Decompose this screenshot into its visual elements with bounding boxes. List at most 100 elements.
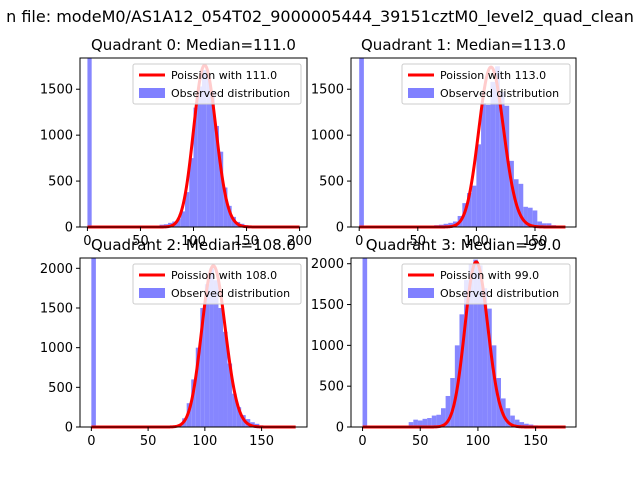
legend-box: [401, 63, 571, 105]
histogram-bar: [445, 395, 451, 427]
histogram-bar: [491, 345, 497, 427]
histogram-bar: [464, 280, 469, 427]
histogram-bar: [200, 307, 205, 427]
legend-label-observed: Observed distribution: [440, 87, 559, 100]
histogram-bar: [504, 105, 510, 227]
histogram-bar: [193, 107, 198, 227]
x-tick-label: 0: [83, 234, 91, 249]
histogram-bar: [477, 265, 483, 427]
histogram-bar: [443, 223, 449, 227]
axes-frame: [79, 257, 308, 428]
x-tick-label: 0: [355, 234, 363, 249]
histogram-bars: [87, 58, 279, 228]
x-tick-label: 50: [412, 434, 429, 449]
legend-box: [401, 263, 571, 305]
legend: Poission with 111.0 Observed distribution: [132, 63, 302, 105]
y-tick-label: 2000: [311, 257, 344, 272]
histogram-bar: [189, 158, 194, 227]
y-tick-label: 1000: [40, 129, 73, 144]
y-tick-label: 1000: [311, 339, 344, 354]
x-tick-label: 150: [523, 234, 548, 249]
histogram-bar: [176, 218, 181, 227]
histogram-bar: [408, 422, 414, 427]
histogram-bar: [471, 185, 477, 227]
x-tick-label: 100: [464, 234, 489, 249]
legend: Poission with 113.0 Observed distribution: [401, 63, 571, 105]
histogram-bar: [362, 258, 368, 427]
histogram-bar: [197, 86, 202, 227]
legend-label-poisson: Poission with 108.0: [171, 269, 277, 282]
legend-label-observed: Observed distribution: [440, 287, 559, 300]
histogram-bar: [487, 308, 492, 427]
histogram-bar: [505, 408, 511, 427]
histogram-bar: [213, 280, 219, 427]
histogram-bar: [509, 160, 514, 227]
legend-label-poisson: Poission with 113.0: [440, 69, 546, 82]
histogram-bar: [209, 268, 214, 427]
y-tick-label: 500: [48, 381, 73, 396]
legend: Poission with 108.0 Observed distribution: [132, 263, 302, 305]
histogram-bar: [499, 91, 505, 227]
histogram-bar: [532, 210, 538, 227]
y-tick-label: 0: [336, 221, 344, 236]
histogram-bar: [223, 331, 228, 427]
x-tick-label: 100: [466, 434, 491, 449]
histogram-bar: [195, 347, 201, 427]
subplot-title: Quadrant 3: Median=99.0: [366, 236, 561, 254]
x-tick-label: 150: [234, 234, 259, 249]
histogram-bar: [214, 125, 219, 227]
histogram-bar: [441, 408, 446, 427]
y-tick-label: 1500: [40, 83, 73, 98]
y-tick-label: 500: [319, 175, 344, 190]
histogram-bar: [227, 205, 232, 227]
histogram-bar: [468, 263, 474, 427]
histogram-bar: [227, 363, 233, 427]
histogram-bar: [427, 418, 432, 427]
histogram-bar: [467, 193, 472, 227]
y-tick-label: 500: [48, 175, 73, 190]
x-tick-label: 50: [140, 434, 157, 449]
legend-label-poisson: Poission with 111.0: [171, 69, 277, 82]
histogram-bar: [459, 314, 465, 427]
histogram-bar: [542, 223, 547, 227]
histogram-bar: [523, 206, 528, 227]
y-tick-label: 1500: [40, 301, 73, 316]
histogram-bar: [417, 420, 423, 427]
subplot-title: Quadrant 0: Median=111.0: [91, 36, 296, 54]
y-tick-label: 1000: [40, 341, 73, 356]
histogram-bar: [476, 144, 482, 227]
histogram-bar: [232, 393, 237, 427]
histogram-bar: [448, 222, 453, 227]
x-tick-label: 50: [410, 234, 427, 249]
axes-frame: [350, 57, 577, 228]
histogram-bar: [185, 192, 190, 227]
histogram-bar: [473, 259, 478, 427]
legend-bar-swatch: [139, 88, 165, 98]
x-tick-label: 150: [249, 434, 274, 449]
legend-box: [132, 63, 302, 105]
histogram-bar: [485, 104, 491, 227]
histogram-bar: [490, 81, 496, 227]
histogram-bar: [201, 69, 207, 227]
subplot-title: Quadrant 1: Median=113.0: [361, 36, 566, 54]
histogram-bar: [527, 207, 533, 227]
histogram-bar: [210, 91, 215, 227]
y-tick-label: 2000: [40, 262, 73, 277]
histogram-bar: [413, 419, 418, 427]
histogram-bar: [422, 418, 428, 427]
histogram-bar: [510, 415, 515, 427]
histogram-bar: [218, 151, 224, 227]
x-tick-label: 200: [287, 234, 312, 249]
legend: Poission with 99.0 Observed distribution: [401, 263, 571, 305]
histogram-bar: [204, 284, 210, 427]
histogram-bar: [519, 422, 525, 427]
histogram-bar: [518, 183, 524, 227]
y-tick-label: 1500: [311, 83, 344, 98]
histogram-bar: [218, 307, 224, 427]
legend-bar-swatch: [408, 288, 434, 298]
histogram-bar: [223, 187, 228, 227]
histogram-bars: [91, 258, 287, 427]
legend-label-observed: Observed distribution: [171, 87, 290, 100]
